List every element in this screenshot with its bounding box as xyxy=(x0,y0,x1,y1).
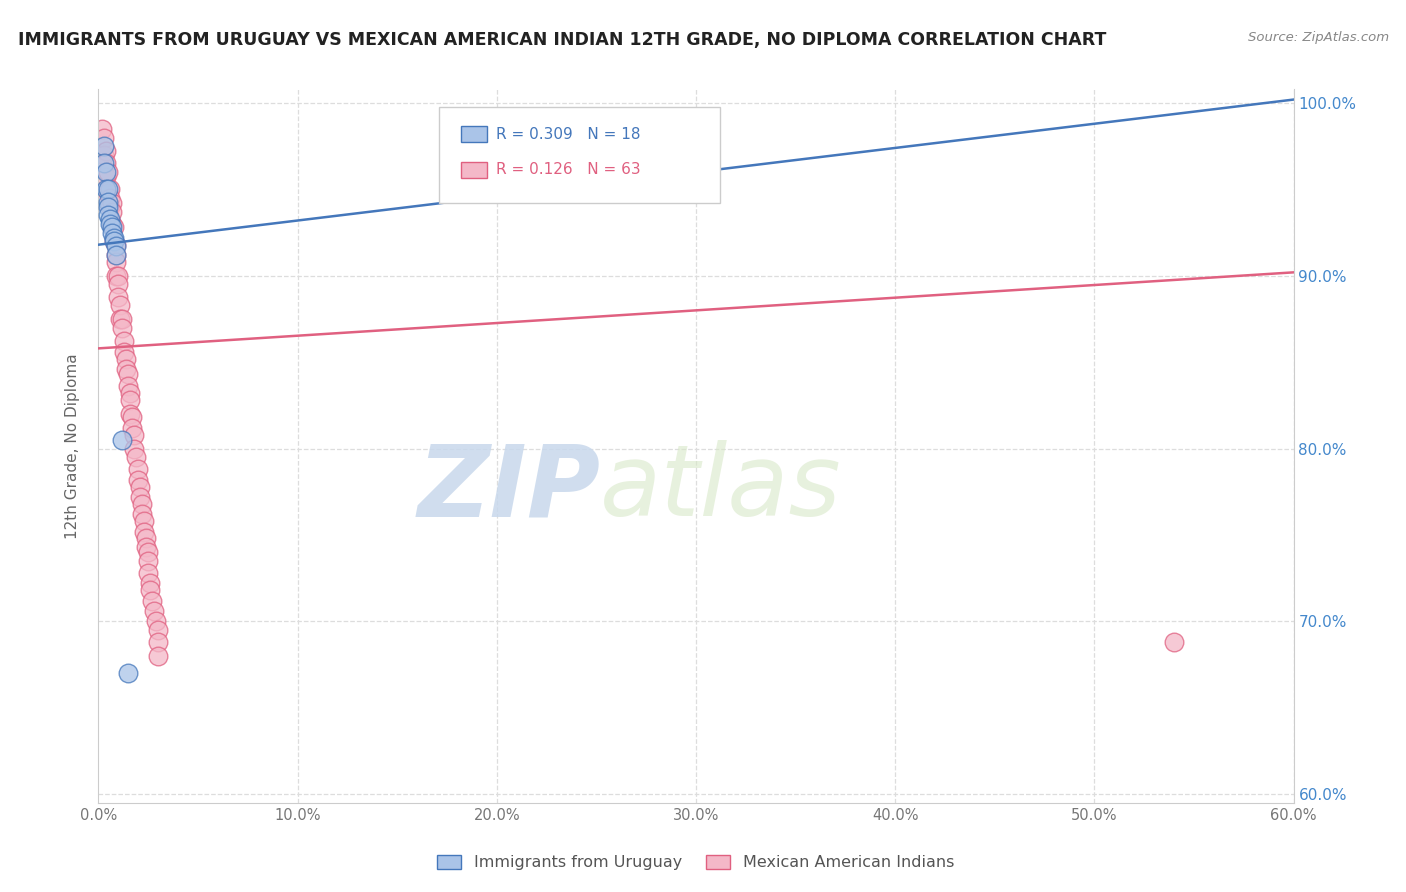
Point xyxy=(91,122,114,136)
Point xyxy=(97,200,120,214)
Point xyxy=(100,217,122,231)
Legend: Immigrants from Uruguay, Mexican American Indians: Immigrants from Uruguay, Mexican America… xyxy=(432,848,960,877)
Point xyxy=(117,368,139,382)
Point xyxy=(100,191,122,205)
Point xyxy=(93,139,115,153)
Bar xyxy=(461,162,486,178)
Point xyxy=(112,334,135,349)
Point xyxy=(143,604,166,618)
Point xyxy=(107,268,129,283)
Point xyxy=(127,473,149,487)
Point xyxy=(148,648,170,663)
Point xyxy=(139,583,162,598)
Bar xyxy=(461,127,486,142)
Point xyxy=(134,524,156,539)
Point xyxy=(131,497,153,511)
Point xyxy=(101,217,124,231)
Point xyxy=(120,386,142,401)
Point xyxy=(103,234,125,248)
Point xyxy=(93,130,115,145)
Point xyxy=(97,165,120,179)
Point xyxy=(121,421,143,435)
Point xyxy=(105,237,128,252)
Point xyxy=(97,186,120,200)
Point xyxy=(115,362,138,376)
Point xyxy=(107,289,129,303)
Point xyxy=(117,666,139,681)
Point xyxy=(124,442,146,456)
Point xyxy=(111,312,134,326)
Point xyxy=(105,239,128,253)
Point xyxy=(1163,635,1185,649)
Point xyxy=(145,615,167,629)
Text: Source: ZipAtlas.com: Source: ZipAtlas.com xyxy=(1249,31,1389,45)
Point xyxy=(115,351,138,366)
Point xyxy=(117,379,139,393)
Text: atlas: atlas xyxy=(600,441,842,537)
Point xyxy=(103,220,125,235)
Point xyxy=(129,490,152,504)
Point xyxy=(139,576,162,591)
Point xyxy=(96,156,118,170)
Point xyxy=(148,623,170,637)
Point xyxy=(141,593,163,607)
Point xyxy=(100,211,122,226)
Point xyxy=(110,298,132,312)
FancyBboxPatch shape xyxy=(439,107,720,203)
Point xyxy=(93,156,115,170)
Point xyxy=(96,170,118,185)
Text: R = 0.126   N = 63: R = 0.126 N = 63 xyxy=(496,162,641,178)
Point xyxy=(105,255,128,269)
Point xyxy=(107,277,129,292)
Point xyxy=(103,231,125,245)
Point xyxy=(93,148,115,162)
Y-axis label: 12th Grade, No Diploma: 12th Grade, No Diploma xyxy=(65,353,80,539)
Point xyxy=(97,208,120,222)
Point xyxy=(103,234,125,248)
Point xyxy=(125,450,148,465)
Point xyxy=(96,182,118,196)
Point xyxy=(101,196,124,211)
Point xyxy=(129,480,152,494)
Point xyxy=(97,194,120,209)
Point xyxy=(124,427,146,442)
Point xyxy=(100,200,122,214)
Text: R = 0.309   N = 18: R = 0.309 N = 18 xyxy=(496,127,641,142)
Point xyxy=(101,226,124,240)
Point xyxy=(127,462,149,476)
Point xyxy=(136,545,159,559)
Point xyxy=(100,182,122,196)
Point xyxy=(136,566,159,580)
Point xyxy=(136,554,159,568)
Point xyxy=(111,320,134,334)
Point xyxy=(112,344,135,359)
Point xyxy=(134,514,156,528)
Point xyxy=(121,410,143,425)
Point xyxy=(120,393,142,408)
Point xyxy=(97,182,120,196)
Point xyxy=(105,248,128,262)
Point xyxy=(96,145,118,159)
Text: ZIP: ZIP xyxy=(418,441,600,537)
Point xyxy=(120,407,142,421)
Point xyxy=(131,508,153,522)
Point xyxy=(96,165,118,179)
Point xyxy=(105,248,128,262)
Point xyxy=(135,540,157,554)
Point xyxy=(110,312,132,326)
Point xyxy=(148,635,170,649)
Point xyxy=(105,268,128,283)
Point xyxy=(111,433,134,447)
Point xyxy=(101,205,124,219)
Point xyxy=(135,532,157,546)
Text: IMMIGRANTS FROM URUGUAY VS MEXICAN AMERICAN INDIAN 12TH GRADE, NO DIPLOMA CORREL: IMMIGRANTS FROM URUGUAY VS MEXICAN AMERI… xyxy=(18,31,1107,49)
Point xyxy=(101,220,124,235)
